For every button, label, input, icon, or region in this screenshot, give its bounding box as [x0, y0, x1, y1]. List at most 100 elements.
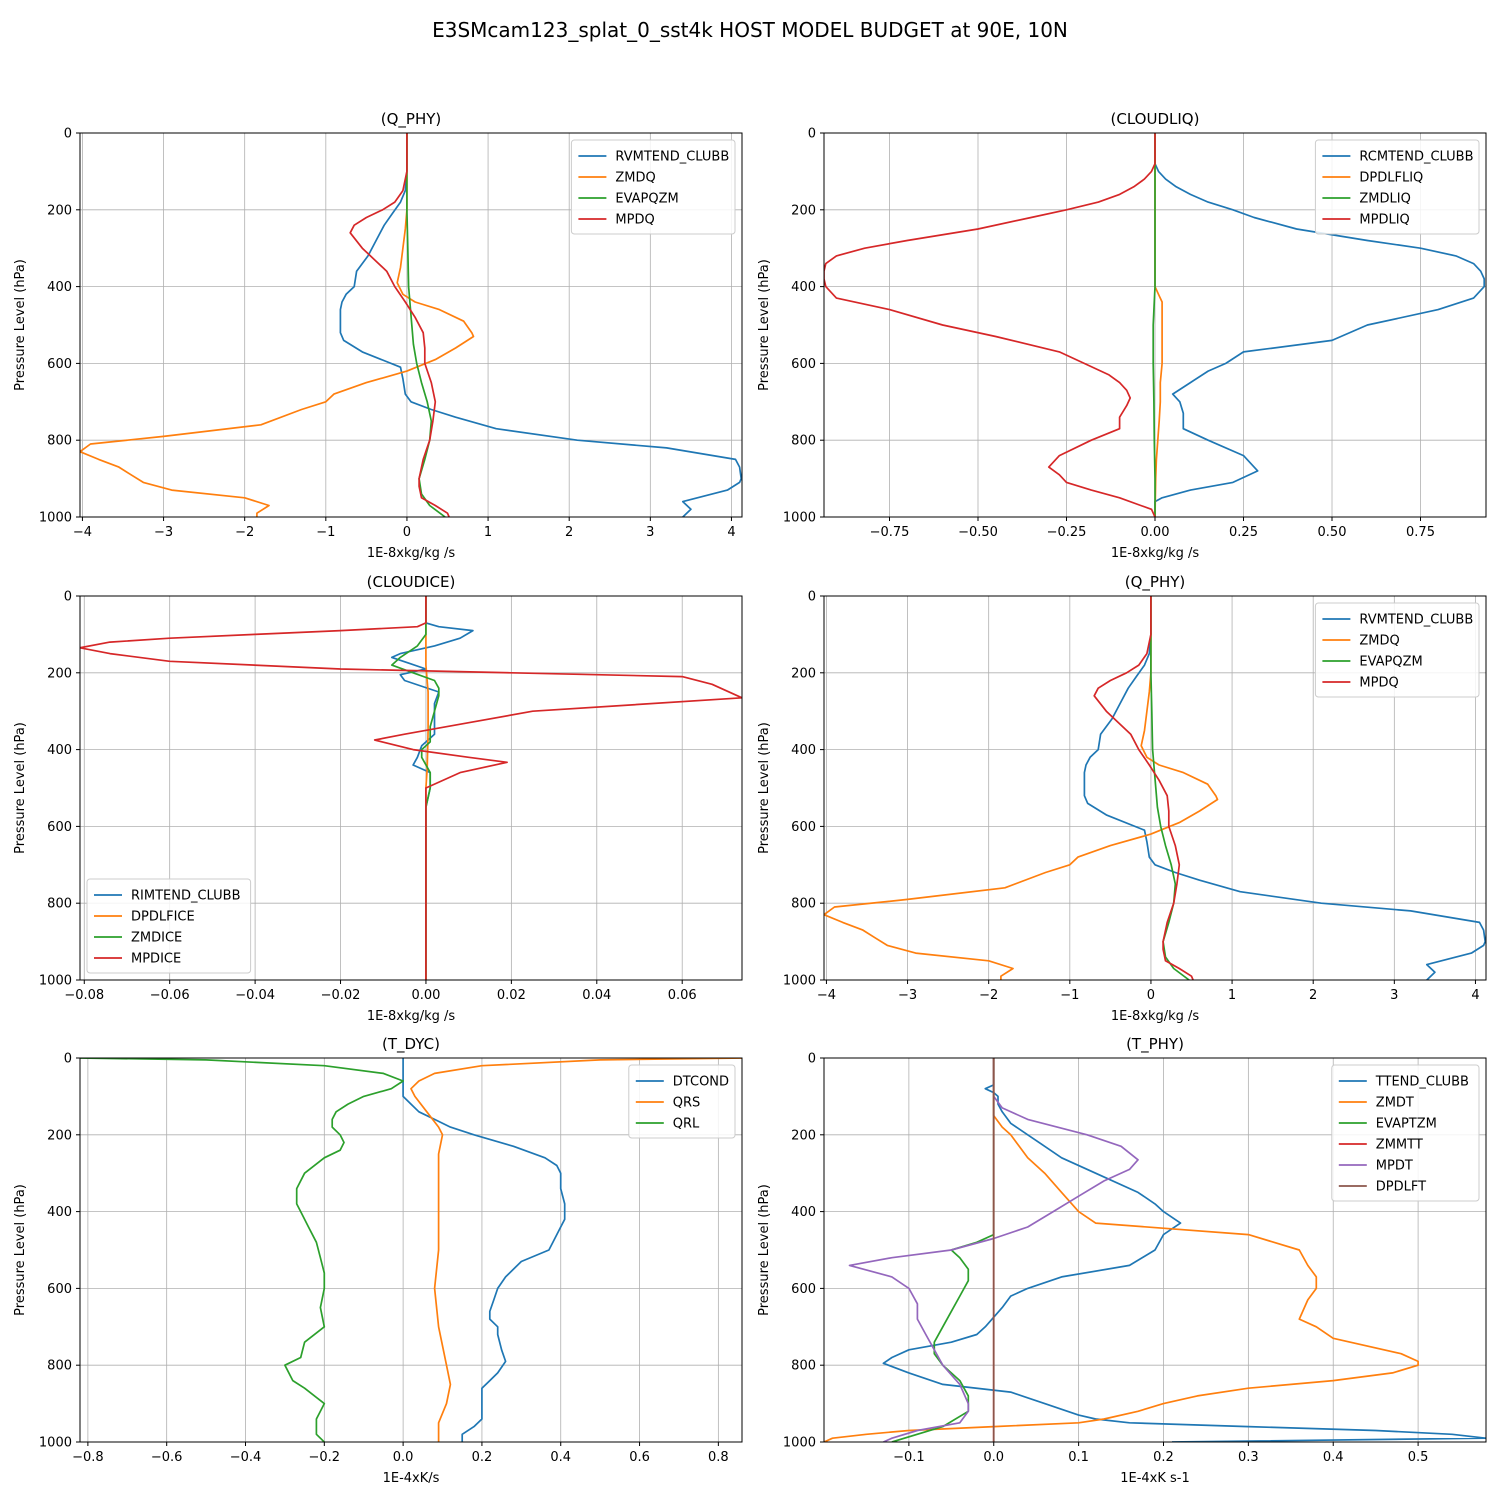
x-tick-label: 2 — [565, 525, 573, 540]
x-tick-label: 0.0 — [983, 1450, 1004, 1465]
subplot-1: −4 −3 −2 −1 0 1 2 3 4 0 200 400 600 800 1000 (Q_PHY) 1E-… — [13, 110, 743, 561]
y-tick-label: 800 — [47, 434, 72, 449]
y-tick-label: 200 — [791, 203, 816, 218]
subplot-title: (CLOUDLIQ) — [1111, 110, 1200, 128]
series-group — [80, 596, 742, 980]
series-line-zmdq — [824, 596, 1219, 980]
x-tick-label: −0.08 — [64, 988, 104, 1003]
x-tick-label: 0.2 — [472, 1450, 493, 1465]
y-axis-label: Pressure Level (hPa) — [13, 722, 28, 854]
subplot-6: −0.1 0.0 0.1 0.2 0.3 0.4 0.5 0 200 400 600 800 1000 (… — [757, 1035, 1487, 1486]
y-axis-label: Pressure Level (hPa) — [757, 722, 772, 854]
legend-frame — [1331, 1064, 1480, 1202]
legend-label: ZMDQ — [1359, 634, 1399, 649]
x-tick-label: 0.2 — [1153, 1450, 1174, 1465]
y-tick-label: 600 — [47, 820, 72, 835]
x-tick-label: 0.04 — [582, 988, 611, 1003]
x-tick-label: −0.2 — [309, 1450, 341, 1465]
subplot-grid: −4 −3 −2 −1 0 1 2 3 402004006008001000(Q_PHY)1E-… — [13, 110, 1487, 1486]
subplot-title: (Q_PHY) — [381, 110, 442, 129]
series-group — [80, 133, 742, 517]
y-axis-label: Pressure Level (hPa) — [757, 259, 772, 391]
y-tick-label: 600 — [791, 820, 816, 835]
y-tick-label: 200 — [791, 1128, 816, 1143]
x-tick-label: 0.4 — [1323, 1450, 1344, 1465]
y-axis-label: Pressure Level (hPa) — [757, 1184, 772, 1316]
legend: RIMTEND_CLUBB DPDLFICE ZMDICE MPDICE — [86, 878, 252, 974]
y-tick-label: 600 — [47, 357, 72, 372]
x-tick-label: 0.25 — [1229, 525, 1258, 540]
x-tick-label: 0.00 — [1141, 525, 1170, 540]
legend-label: MPDQ — [615, 213, 654, 228]
x-tick-label: −0.1 — [893, 1450, 925, 1465]
y-tick-label: 800 — [791, 434, 816, 449]
figure-suptitle: E3SMcam123_splat_0_sst4k HOST MODEL BUDG… — [432, 18, 1068, 42]
plot-frame — [823, 1057, 1487, 1443]
y-tick-label: 400 — [791, 1205, 816, 1220]
legend-label: QRS — [673, 1096, 701, 1111]
x-tick-label: 0.6 — [629, 1450, 650, 1465]
y-tick-label: 1000 — [39, 1436, 72, 1451]
x-tick-label: 2 — [1309, 988, 1317, 1003]
series-line-rvmtend_clubb — [339, 133, 742, 517]
legend-label: QRL — [673, 1117, 700, 1132]
x-tick-label: −0.50 — [958, 525, 998, 540]
series-line-mpdt — [848, 1058, 1139, 1442]
x-tick-label: 3 — [646, 525, 654, 540]
legend-label: DTCOND — [673, 1075, 729, 1090]
y-tick-label: 600 — [47, 1282, 72, 1297]
y-tick-label: 1000 — [39, 511, 72, 526]
legend-label: MPDQ — [1359, 676, 1398, 691]
x-tick-label: −0.75 — [870, 525, 910, 540]
y-axis-label: Pressure Level (hPa) — [13, 259, 28, 391]
x-tick-label: 1 — [484, 525, 492, 540]
x-tick-label: 0.02 — [497, 988, 526, 1003]
legend-label: ZMMTT — [1376, 1138, 1423, 1153]
series-line-dtcond — [402, 1058, 566, 1442]
x-tick-label: 0 — [403, 525, 411, 540]
x-axis-label: 1E-8xkg/kg /s — [367, 546, 456, 561]
x-tick-label: −0.02 — [321, 988, 361, 1003]
x-tick-label: 0.06 — [668, 988, 697, 1003]
subplot-2: −0.75 −0.50 −0.25 0.00 0.25 0.50 0.75 0 200 400 60… — [757, 110, 1487, 561]
y-axis-label: Pressure Level (hPa) — [13, 1184, 28, 1316]
y-tick-label: 0 — [808, 127, 816, 142]
legend-label: RVMTEND_CLUBB — [1359, 613, 1473, 628]
x-tick-label: 0.1 — [1068, 1450, 1089, 1465]
legend-label: RCMTEND_CLUBB — [1359, 150, 1473, 165]
series-line-zmdliq — [1152, 133, 1156, 517]
x-tick-label: −3 — [898, 988, 917, 1003]
x-tick-label: 0.8 — [708, 1450, 729, 1465]
y-tick-label: 800 — [47, 897, 72, 912]
subplot-5: −0.8 −0.6 −0.4 −0.2 0.0 0.2 0.4 0.6 0.8 0 200 400 60… — [13, 1035, 743, 1486]
series-line-zmdice — [390, 596, 440, 980]
legend-label: DPDLFT — [1376, 1180, 1426, 1195]
y-tick-label: 800 — [791, 897, 816, 912]
legend: TTEND_CLUBB ZMDT EVAPTZM ZMMTT MPDT DPDLFT — [1331, 1064, 1480, 1202]
x-tick-label: −4 — [817, 988, 836, 1003]
subplot-3: −0.08 −0.06 −0.04 −0.02 0.00 0.02 0.04 0.06 0 200… — [13, 573, 743, 1024]
x-axis-label: 1E-4xK/s — [383, 1471, 440, 1486]
series-line-ttend_clubb — [882, 1058, 1486, 1442]
y-tick-label: 600 — [791, 1282, 816, 1297]
subplot-title: (T_DYC) — [382, 1035, 440, 1054]
x-tick-label: −0.25 — [1047, 525, 1087, 540]
y-tick-label: 200 — [47, 1128, 72, 1143]
legend-label: EVAPQZM — [615, 192, 678, 207]
x-tick-label: −2 — [979, 988, 998, 1003]
x-tick-label: −3 — [154, 525, 173, 540]
legend: DTCOND QRS QRL — [628, 1064, 736, 1139]
legend-label: MPDICE — [131, 952, 181, 967]
plot-frame — [79, 595, 743, 981]
legend-frame — [86, 878, 252, 974]
x-tick-label: 0.4 — [550, 1450, 571, 1465]
x-tick-label: −1 — [1060, 988, 1079, 1003]
y-tick-label: 400 — [791, 743, 816, 758]
y-tick-label: 200 — [791, 666, 816, 681]
y-tick-label: 1000 — [783, 511, 816, 526]
x-tick-label: 0.75 — [1406, 525, 1435, 540]
legend-label: ZMDICE — [131, 931, 182, 946]
subplot-title: (CLOUDICE) — [367, 573, 456, 591]
